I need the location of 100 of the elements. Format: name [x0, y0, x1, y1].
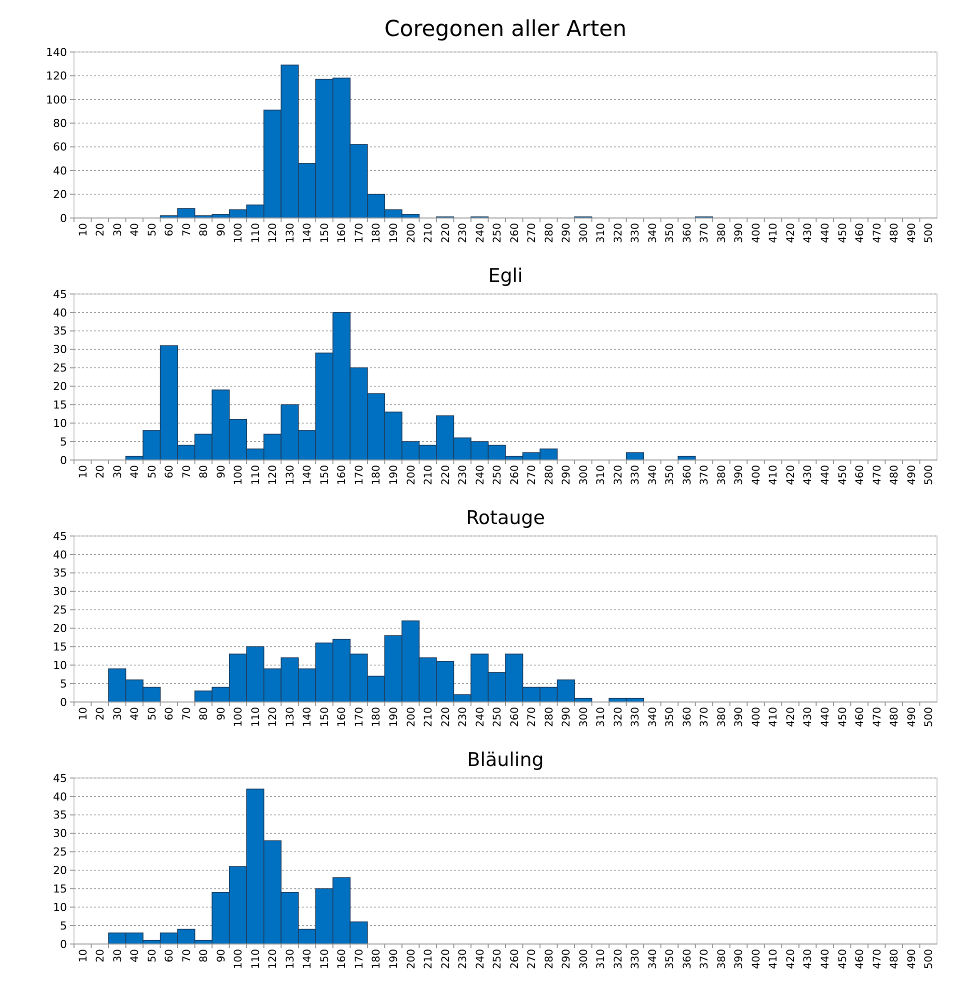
- x-tick-label: 150: [318, 223, 331, 244]
- x-tick-label: 450: [836, 949, 849, 970]
- x-tick-label: 370: [698, 465, 711, 486]
- x-tick-label: 490: [906, 707, 918, 728]
- x-tick-label: 340: [646, 465, 659, 486]
- x-tick-label: 360: [681, 223, 694, 244]
- x-tick-label: 500: [923, 465, 936, 486]
- x-tick-label: 210: [422, 949, 435, 970]
- chart-title: Rotauge: [466, 507, 545, 529]
- chart-title: Egli: [488, 265, 523, 287]
- x-tick-label: 280: [543, 949, 556, 970]
- y-tick-label: 10: [53, 658, 67, 672]
- x-tick-label: 120: [267, 465, 280, 486]
- x-tick-label: 130: [284, 707, 296, 728]
- y-tick-label: 5: [60, 919, 67, 932]
- x-tick-label: 210: [422, 465, 435, 486]
- x-tick-label: 40: [129, 949, 142, 962]
- y-tick-label: 15: [53, 882, 67, 896]
- x-tick-label: 320: [612, 707, 624, 728]
- y-tick-label: 0: [60, 938, 67, 951]
- x-tick-label: 290: [560, 465, 573, 486]
- x-tick-label: 210: [422, 223, 435, 244]
- x-tick-label: 390: [733, 465, 746, 486]
- x-tick-label: 240: [474, 465, 486, 486]
- x-tick-label: 500: [923, 707, 936, 728]
- x-tick-label: 110: [250, 949, 262, 970]
- x-tick-label: 260: [508, 707, 521, 728]
- x-tick-label: 350: [664, 707, 676, 728]
- x-tick-label: 490: [906, 949, 918, 970]
- x-tick-label: 100: [232, 223, 245, 244]
- x-tick-label: 380: [716, 465, 728, 486]
- y-tick-label: 20: [53, 380, 67, 394]
- x-tick-label: 40: [129, 223, 142, 236]
- x-tick-label: 270: [526, 707, 538, 728]
- y-tick-label: 25: [53, 362, 67, 375]
- y-tick-label: 45: [53, 772, 67, 785]
- bar: [626, 452, 644, 460]
- x-tick-label: 70: [180, 707, 193, 720]
- x-tick-label: 20: [94, 465, 107, 478]
- x-tick-label: 430: [802, 223, 814, 244]
- x-tick-label: 130: [284, 465, 296, 486]
- x-tick-label: 20: [94, 223, 107, 236]
- x-tick-label: 300: [578, 707, 590, 728]
- x-tick-label: 300: [578, 949, 590, 970]
- x-tick-label: 290: [560, 707, 573, 728]
- x-tick-label: 230: [457, 949, 470, 970]
- x-tick-label: 140: [302, 223, 314, 244]
- x-tick-label: 160: [336, 949, 348, 970]
- x-tick-label: 180: [370, 949, 383, 970]
- x-tick-label: 290: [560, 223, 573, 244]
- x-tick-label: 110: [250, 707, 262, 728]
- x-tick-label: 270: [526, 465, 538, 486]
- y-tick-label: 5: [60, 435, 67, 448]
- x-tick-label: 480: [888, 223, 901, 244]
- x-tick-label: 440: [819, 223, 832, 244]
- x-tick-label: 160: [336, 223, 348, 244]
- x-tick-label: 370: [698, 707, 711, 728]
- y-tick-label: 35: [53, 808, 67, 822]
- y-tick-label: 10: [53, 416, 67, 430]
- x-tick-label: 480: [888, 949, 901, 970]
- x-tick-label: 390: [733, 223, 746, 244]
- y-tick-label: 15: [53, 398, 67, 412]
- x-tick-label: 40: [129, 465, 142, 478]
- x-tick-label: 480: [888, 707, 901, 728]
- x-tick-label: 440: [819, 465, 832, 486]
- x-tick-label: 100: [232, 949, 245, 970]
- x-tick-label: 150: [318, 707, 331, 728]
- x-tick-label: 30: [112, 465, 124, 478]
- x-tick-label: 70: [180, 949, 193, 962]
- y-tick-label: 25: [53, 846, 67, 859]
- y-tick-label: 45: [53, 288, 67, 301]
- x-tick-label: 390: [733, 707, 746, 728]
- x-tick-label: 440: [819, 707, 832, 728]
- x-tick-label: 90: [215, 707, 228, 720]
- y-tick-label: 0: [60, 454, 67, 467]
- x-tick-label: 180: [370, 707, 383, 728]
- x-tick-label: 360: [681, 465, 694, 486]
- x-tick-label: 310: [595, 465, 608, 486]
- x-tick-label: 230: [457, 465, 470, 486]
- x-tick-label: 280: [543, 223, 556, 244]
- x-tick-label: 110: [250, 223, 262, 244]
- x-tick-label: 60: [164, 949, 176, 962]
- x-tick-label: 270: [526, 223, 538, 244]
- chart-title: Bläuling: [467, 749, 544, 771]
- x-tick-label: 410: [768, 707, 780, 728]
- x-tick-label: 420: [784, 223, 797, 244]
- x-tick-label: 80: [198, 707, 210, 720]
- x-tick-label: 450: [836, 707, 849, 728]
- x-tick-label: 160: [336, 707, 348, 728]
- x-tick-label: 430: [802, 949, 814, 970]
- x-tick-label: 170: [353, 707, 366, 728]
- x-tick-label: 400: [750, 465, 762, 486]
- x-tick-label: 90: [215, 949, 228, 962]
- x-tick-label: 350: [664, 223, 676, 244]
- x-tick-label: 310: [595, 707, 608, 728]
- x-tick-label: 350: [664, 465, 676, 486]
- x-tick-label: 60: [164, 223, 176, 236]
- x-tick-label: 10: [77, 465, 90, 478]
- x-tick-label: 400: [750, 707, 762, 728]
- x-tick-label: 260: [508, 223, 521, 244]
